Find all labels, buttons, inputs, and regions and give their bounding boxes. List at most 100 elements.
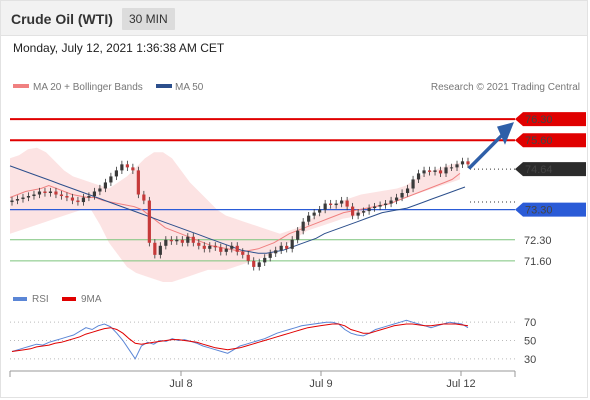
rsi-level-label-70: 70 [524, 317, 536, 329]
candle-body [81, 197, 86, 203]
candle-body [103, 182, 107, 189]
candle-body [466, 161, 470, 165]
level-tag-75.60 [515, 133, 586, 148]
candle-body [230, 245, 234, 249]
candle-body [43, 191, 47, 194]
candle-body [416, 173, 421, 180]
candle-body [219, 247, 223, 252]
copyright-text: Research © 2021 Trading Central [431, 82, 580, 93]
candle-body [334, 203, 338, 206]
candle-body [191, 236, 195, 243]
candle-body [345, 200, 349, 207]
level-label-75.60: 75.60 [525, 135, 553, 147]
candle-body [252, 260, 256, 267]
candle-body [367, 208, 371, 212]
candle-body [202, 245, 206, 249]
candle-body [449, 167, 454, 169]
candle-body [131, 167, 135, 171]
candle-body [373, 206, 377, 209]
price-panel: 76.30 75.60 73.30 72.30 71.60 74.64 [9, 112, 586, 282]
candle-body [158, 245, 162, 255]
candle-body [257, 262, 261, 267]
candle-body [125, 164, 129, 168]
chart-header: Crude Oil (WTI) 30 MIN [0, 0, 588, 36]
candle-body [92, 191, 97, 197]
candle-body [301, 221, 305, 231]
candle-body [169, 239, 173, 242]
rsi-legend-label: RSI [32, 294, 49, 305]
level-label-76.30: 76.30 [525, 114, 553, 126]
rsi-line [11, 319, 469, 360]
candle-body [411, 179, 415, 189]
candle-body [351, 206, 355, 216]
candle-body [378, 205, 382, 207]
candle-body [147, 200, 151, 243]
rsi-ma-line [11, 323, 469, 352]
ma20-legend-label: MA 20 + Bollinger Bands [33, 82, 143, 93]
candle-body [37, 191, 42, 195]
candle-body [296, 230, 300, 240]
candle-body [70, 197, 75, 201]
rsi-legend-swatch [13, 297, 27, 301]
candle-body [268, 253, 272, 258]
timeframe-button[interactable]: 30 MIN [122, 8, 175, 30]
candle-body [224, 248, 228, 252]
candle-body [21, 197, 25, 200]
candle-body [48, 191, 53, 194]
ma20-legend-swatch [13, 84, 29, 88]
candle-body [438, 170, 443, 174]
rsi-panel: 70 50 30 [10, 317, 536, 366]
candle-body [307, 215, 311, 222]
candle-body [59, 194, 64, 197]
level-label-71.60: 71.60 [524, 256, 552, 268]
candle-body [175, 239, 179, 242]
candle-body [329, 203, 333, 206]
instrument-title: Crude Oil (WTI) [11, 11, 113, 27]
candle-body [120, 164, 124, 171]
candle-body [400, 193, 404, 198]
candle-body [32, 194, 36, 197]
candle-body [136, 170, 140, 195]
candle-body [142, 194, 146, 201]
candle-body [26, 196, 31, 198]
candle-body [54, 191, 58, 195]
rsi-ma-legend-swatch [62, 297, 76, 301]
forecast-arrow-head [497, 122, 514, 145]
x-axis: Jul 8 Jul 9 Jul 12 [9, 370, 516, 390]
rsi-level-label-30: 30 [524, 354, 536, 366]
candle-body [340, 200, 344, 204]
candle-body [362, 211, 366, 213]
candle-body [10, 200, 14, 203]
ma50-legend-swatch [156, 84, 172, 88]
x-tick-label: Jul 12 [446, 378, 475, 390]
candle-body [383, 203, 388, 206]
level-tag-76.30 [515, 112, 586, 127]
candle-body [76, 200, 80, 203]
chart-datetime: Monday, July 12, 2021 1:36:38 AM CET [13, 41, 225, 55]
candle-body [290, 239, 294, 249]
x-tick-label: Jul 9 [309, 378, 332, 390]
candle-body [356, 212, 360, 216]
x-tick-label: Jul 8 [169, 378, 192, 390]
candle-body [153, 242, 157, 255]
candle-body [263, 257, 267, 263]
candle-body [241, 251, 245, 255]
candle-body [186, 236, 190, 243]
candle-body [208, 245, 212, 249]
level-label-73.30: 73.30 [525, 205, 553, 217]
candle-body [312, 212, 316, 216]
candle-body [235, 245, 239, 252]
candle-body [180, 239, 184, 243]
level-tag-73.30 [515, 202, 586, 217]
candle-body [285, 245, 289, 249]
rsi-ma-legend-label: 9MA [81, 294, 102, 305]
candle-body [87, 196, 91, 198]
last-price-label: 74.64 [525, 164, 553, 176]
candle-body [109, 176, 113, 183]
candle-body [274, 250, 278, 254]
candle-body [427, 170, 432, 172]
candle-body [405, 188, 410, 194]
candle-body [460, 161, 465, 165]
candle-body [213, 245, 217, 248]
